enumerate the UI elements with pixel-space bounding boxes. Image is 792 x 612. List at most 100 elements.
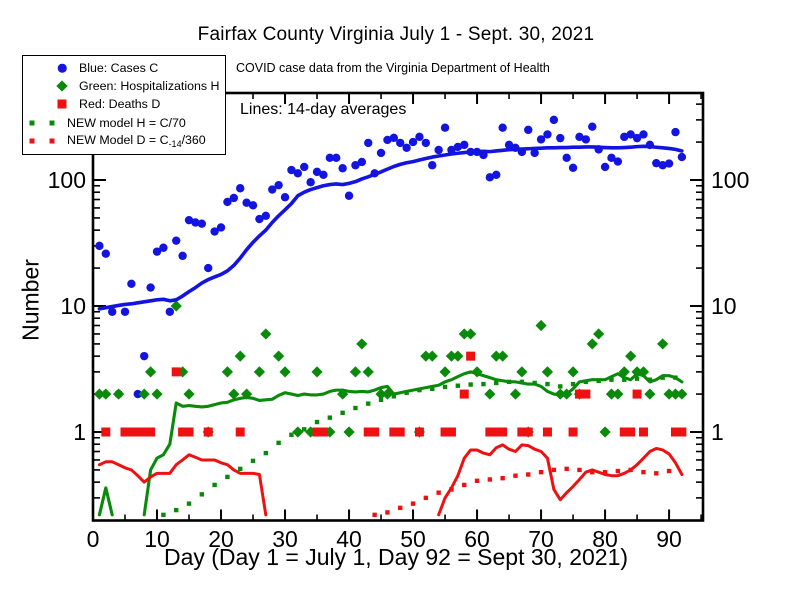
model-dot bbox=[583, 379, 589, 385]
point-square bbox=[517, 427, 527, 437]
legend-item-1: Green: Hospitalizations H bbox=[23, 77, 225, 95]
point-circle bbox=[357, 157, 367, 167]
point-diamond bbox=[567, 366, 579, 378]
point-diamond bbox=[420, 350, 432, 362]
point-circle bbox=[236, 184, 245, 193]
point-circle bbox=[434, 145, 443, 155]
point-diamond bbox=[593, 328, 605, 340]
point-diamond bbox=[145, 366, 157, 378]
model-dot bbox=[289, 432, 294, 438]
model-dot bbox=[468, 382, 473, 387]
model-dot bbox=[372, 512, 377, 518]
x-tick-label: 0 bbox=[87, 526, 100, 552]
point-diamond bbox=[676, 388, 688, 400]
model-dot bbox=[186, 501, 192, 506]
point-square bbox=[485, 427, 495, 437]
x-tick-label: 30 bbox=[272, 526, 298, 552]
x-tick-label: 70 bbox=[528, 526, 554, 552]
model-dot bbox=[314, 419, 320, 425]
point-circle bbox=[152, 247, 162, 256]
point-circle bbox=[530, 148, 539, 158]
lines-note: Lines: 14-day averages bbox=[240, 101, 407, 118]
model-dot bbox=[551, 467, 557, 473]
point-square bbox=[395, 427, 405, 437]
model-dot bbox=[615, 468, 621, 474]
point-diamond bbox=[631, 366, 643, 378]
model-dot bbox=[398, 505, 403, 511]
point-circle bbox=[460, 140, 469, 150]
model-dot bbox=[462, 482, 467, 488]
point-circle bbox=[440, 123, 450, 132]
model-dot bbox=[519, 379, 525, 385]
model-dot bbox=[532, 380, 537, 386]
point-diamond bbox=[349, 366, 362, 378]
point-diamond bbox=[625, 350, 637, 362]
chart-title: Fairfax County Virginia July 1 - Sept. 3… bbox=[197, 24, 595, 45]
point-circle bbox=[562, 153, 571, 163]
legend-item-3: NEW model H = C/70 bbox=[23, 114, 225, 132]
model-dot bbox=[666, 468, 672, 474]
point-square bbox=[184, 427, 194, 437]
point-diamond bbox=[599, 426, 611, 438]
point-circle bbox=[504, 140, 514, 150]
point-circle bbox=[184, 215, 194, 225]
point-diamond bbox=[381, 388, 394, 400]
model-dot bbox=[673, 375, 678, 380]
legend: Blue: Cases C Green: Hospitalizations H Re… bbox=[22, 55, 226, 155]
point-square bbox=[440, 427, 450, 437]
point-square bbox=[318, 427, 328, 437]
point-diamond bbox=[644, 388, 656, 400]
model-dot bbox=[526, 472, 531, 477]
point-circle bbox=[556, 133, 565, 143]
point-circle bbox=[261, 211, 271, 220]
point-square bbox=[459, 389, 469, 399]
model-dot bbox=[641, 469, 646, 475]
point-circle bbox=[127, 279, 136, 289]
point-square bbox=[568, 427, 578, 437]
point-diamond bbox=[362, 366, 374, 378]
point-circle bbox=[408, 137, 418, 147]
point-circle bbox=[159, 243, 168, 252]
x-tick-label: 50 bbox=[400, 526, 426, 552]
point-diamond bbox=[535, 319, 547, 332]
model-dot bbox=[622, 377, 627, 382]
dots-marker-icon bbox=[49, 120, 54, 126]
point-circle bbox=[197, 219, 207, 228]
model-dot bbox=[596, 378, 601, 383]
model-dot bbox=[385, 510, 390, 515]
point-square bbox=[542, 427, 552, 437]
point-circle bbox=[581, 135, 591, 144]
point-circle bbox=[575, 132, 584, 142]
model-dot bbox=[558, 384, 563, 389]
model-dot bbox=[404, 390, 409, 395]
point-square bbox=[466, 351, 476, 361]
point-diamond bbox=[170, 300, 182, 312]
point-diamond bbox=[445, 350, 458, 362]
point-square bbox=[523, 427, 533, 437]
x-tick-label: 80 bbox=[592, 526, 618, 552]
legend-item-4: NEW Model D = C-14/360 bbox=[23, 132, 225, 150]
chart-subtitle: COVID case data from the Virginia Depart… bbox=[236, 61, 550, 75]
point-diamond bbox=[657, 338, 669, 350]
model-dot bbox=[449, 487, 454, 492]
model-dot bbox=[366, 401, 371, 406]
point-circle bbox=[626, 130, 635, 139]
point-diamond bbox=[311, 366, 323, 378]
point-circle bbox=[210, 227, 219, 236]
point-circle bbox=[332, 153, 341, 163]
model-dot bbox=[378, 397, 384, 403]
point-diamond bbox=[497, 350, 509, 362]
point-diamond bbox=[605, 388, 618, 400]
model-dot bbox=[654, 471, 659, 476]
point-circle bbox=[351, 161, 360, 170]
series-hosp_avg14 bbox=[97, 370, 684, 517]
point-circle bbox=[140, 351, 149, 361]
point-diamond bbox=[439, 366, 451, 378]
diamond-marker-icon bbox=[56, 80, 68, 92]
square-marker-icon bbox=[57, 99, 67, 109]
model-dot bbox=[161, 512, 166, 518]
circle-marker-icon bbox=[57, 63, 67, 73]
tick-labels: 0 10 20 30 40 50 60 70 80 90 1 1 10 10 100 100 bbox=[48, 167, 750, 552]
point-diamond bbox=[637, 366, 650, 378]
point-circle bbox=[287, 165, 296, 175]
